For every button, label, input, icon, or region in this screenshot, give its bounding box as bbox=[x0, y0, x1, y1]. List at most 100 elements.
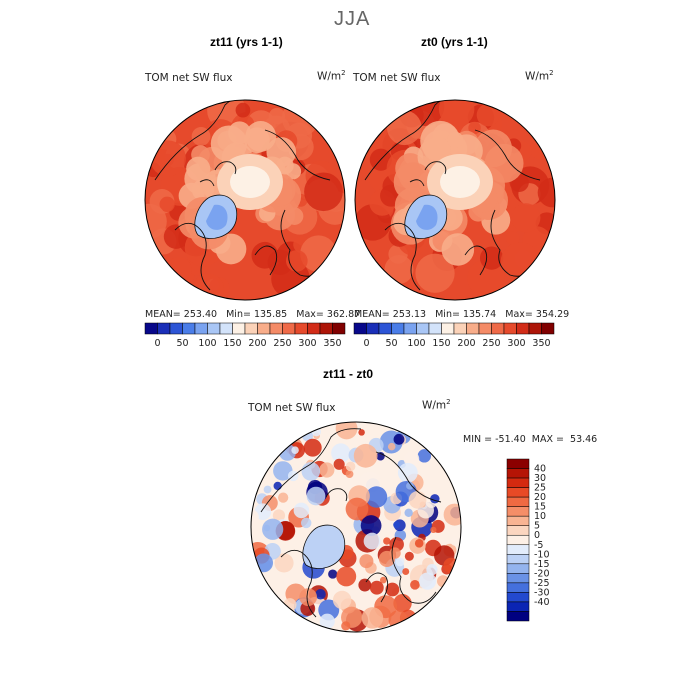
coastline bbox=[409, 179, 425, 187]
colorbar-1-swatch bbox=[219, 322, 233, 335]
anomaly-blob bbox=[306, 486, 326, 506]
flux-blob bbox=[484, 143, 524, 183]
anomaly-blob bbox=[414, 539, 424, 548]
anomaly-blob bbox=[358, 578, 372, 592]
colorbar-2-swatch bbox=[403, 322, 417, 335]
colorbar-2-swatch bbox=[453, 322, 467, 335]
anomaly-blob bbox=[360, 515, 382, 536]
anomaly-blob bbox=[383, 537, 391, 545]
colorbar-3-swatch bbox=[506, 525, 530, 536]
colorbar-2-swatch bbox=[516, 322, 530, 335]
colorbar-1-swatch bbox=[157, 322, 171, 335]
anomaly-blob bbox=[332, 590, 352, 610]
colorbar-2-swatch bbox=[416, 322, 430, 335]
colorbar-2-swatch bbox=[353, 322, 367, 335]
anomaly-blob bbox=[369, 580, 384, 595]
anomaly-blob bbox=[418, 572, 437, 590]
anomaly-blob bbox=[301, 462, 321, 481]
panel-1-field-label: TOM net SW flux bbox=[145, 72, 233, 84]
flux-blob bbox=[441, 233, 475, 266]
anomaly-blob bbox=[272, 509, 286, 522]
colorbar-1-swatch bbox=[307, 322, 321, 335]
anomaly-blob bbox=[358, 429, 365, 436]
colorbar-1-tick-label: 200 bbox=[248, 338, 266, 349]
flux-blob bbox=[285, 207, 304, 225]
panel-2-min: 135.74 bbox=[462, 309, 497, 320]
anomaly-blob bbox=[345, 470, 354, 478]
map-outline bbox=[144, 99, 346, 301]
panel-3-map bbox=[251, 422, 461, 632]
colorbar-1-swatch bbox=[294, 322, 308, 335]
flux-blob bbox=[166, 256, 192, 283]
greenland-ice-core bbox=[416, 204, 438, 230]
colorbar-3-tick-label: -20 bbox=[534, 568, 550, 579]
anomaly-blob bbox=[420, 589, 436, 605]
colorbar-2-tick-label: 200 bbox=[457, 338, 475, 349]
anomaly-blob bbox=[430, 526, 437, 533]
anomaly-blob bbox=[331, 443, 351, 463]
greenland-ice-core bbox=[206, 204, 228, 230]
anomaly-blob bbox=[333, 458, 345, 470]
anomaly-blob bbox=[341, 621, 351, 631]
anomaly-blob bbox=[417, 449, 432, 463]
colorbar-3-swatch bbox=[506, 534, 530, 546]
coastline bbox=[214, 161, 237, 175]
colorbar-3-tick-label: 25 bbox=[534, 483, 546, 494]
anomaly-blob bbox=[410, 579, 420, 590]
anomaly-blob bbox=[379, 576, 387, 584]
panel-2-mean: 253.13 bbox=[392, 309, 427, 320]
greenland-ice bbox=[302, 524, 346, 569]
colorbar-1-swatch bbox=[144, 322, 158, 335]
panel-2-stats: MEAN= 253.13 Min= 135.74 Max= 354.29 bbox=[354, 309, 570, 320]
anomaly-blob bbox=[283, 577, 291, 585]
anomaly-blob bbox=[404, 508, 413, 517]
colorbar-3-swatch bbox=[506, 515, 530, 526]
flux-blob bbox=[251, 241, 279, 269]
colorbar-3-tick-label: -15 bbox=[534, 559, 550, 570]
colorbar-1-swatch bbox=[244, 322, 258, 335]
colorbar-2-swatch bbox=[391, 322, 405, 335]
panel-1-heading: zt11 (yrs 1-1) bbox=[210, 35, 283, 49]
colorbar-1-swatch bbox=[194, 322, 208, 335]
colorbar-3-tick-label: 0 bbox=[534, 530, 540, 541]
anomaly-blob bbox=[319, 462, 335, 478]
flux-blob bbox=[476, 103, 500, 127]
colorbar-3-swatch bbox=[506, 563, 530, 574]
panel-3-min: -51.40 bbox=[495, 434, 526, 445]
colorbar-1-tick-label: 250 bbox=[273, 338, 291, 349]
anomaly-blob bbox=[361, 607, 384, 629]
colorbar-1-swatch bbox=[232, 322, 246, 335]
coastline bbox=[174, 222, 211, 291]
panel-2-heading: zt0 (yrs 1-1) bbox=[421, 35, 488, 49]
flux-blob bbox=[159, 196, 175, 212]
colorbar-3-tick-label: 20 bbox=[534, 492, 546, 503]
anomaly-blob bbox=[263, 485, 272, 494]
anomaly-blob bbox=[299, 588, 318, 606]
flux-blob bbox=[268, 107, 286, 125]
anomaly-blob bbox=[319, 613, 335, 629]
colorbar-3-swatch bbox=[506, 544, 530, 555]
colorbar-3-swatch bbox=[506, 496, 530, 507]
panel-1-map bbox=[145, 100, 345, 300]
colorbar-1-swatch bbox=[182, 322, 196, 335]
colorbar-2-swatch bbox=[428, 322, 442, 335]
anomaly-blob bbox=[365, 486, 388, 508]
colorbar-2-tick-label: 350 bbox=[532, 338, 550, 349]
map-outline bbox=[250, 421, 462, 633]
anomaly-blob bbox=[291, 446, 299, 454]
colorbar-1-tick-label: 300 bbox=[298, 338, 316, 349]
colorbar-3-tick-label: -10 bbox=[534, 549, 550, 560]
anomaly-blob bbox=[345, 497, 369, 521]
colorbar-3-tick-label: 15 bbox=[534, 502, 546, 513]
panel-1-min: 135.85 bbox=[253, 309, 288, 320]
anomaly-blob bbox=[273, 461, 293, 481]
colorbar-1-swatch bbox=[207, 322, 221, 335]
colorbar-1-swatch bbox=[257, 322, 271, 335]
colorbar-1-swatch bbox=[282, 322, 296, 335]
colorbar-3-swatch bbox=[506, 601, 530, 612]
flux-blob bbox=[235, 102, 251, 118]
colorbar-3-tick-label: -30 bbox=[534, 587, 550, 598]
anomaly-blob bbox=[408, 491, 427, 509]
anomaly-blob bbox=[336, 566, 357, 587]
flux-blob bbox=[415, 253, 455, 293]
